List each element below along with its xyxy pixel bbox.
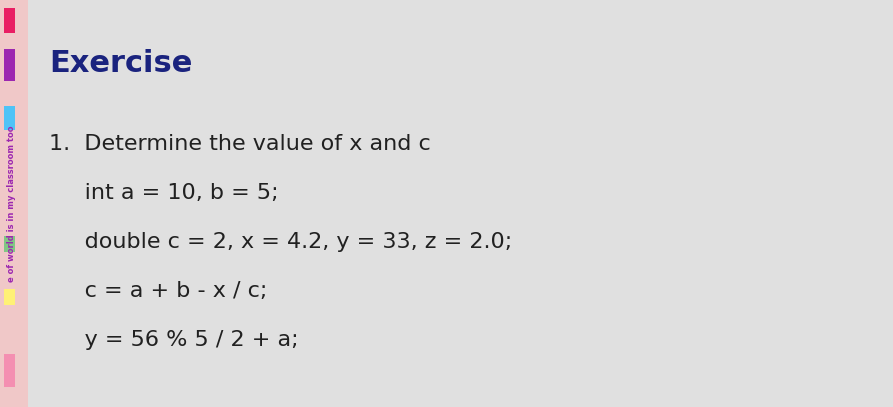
Text: double c = 2, x = 4.2, y = 33, z = 2.0;: double c = 2, x = 4.2, y = 33, z = 2.0;: [49, 232, 513, 252]
Text: y = 56 % 5 / 2 + a;: y = 56 % 5 / 2 + a;: [49, 330, 299, 350]
Bar: [4, 106, 15, 130]
Bar: [4, 289, 15, 305]
Text: e of world is in my classroom too: e of world is in my classroom too: [7, 125, 16, 282]
Text: int a = 10, b = 5;: int a = 10, b = 5;: [49, 183, 279, 204]
Bar: [4, 49, 15, 81]
Bar: [4, 354, 15, 387]
Text: c = a + b - x / c;: c = a + b - x / c;: [49, 281, 268, 301]
Text: Exercise: Exercise: [49, 49, 193, 78]
Bar: [4, 236, 15, 252]
Bar: [4, 8, 15, 33]
Bar: [0, 0, 28, 407]
Text: 1.  Determine the value of x and c: 1. Determine the value of x and c: [49, 134, 430, 155]
